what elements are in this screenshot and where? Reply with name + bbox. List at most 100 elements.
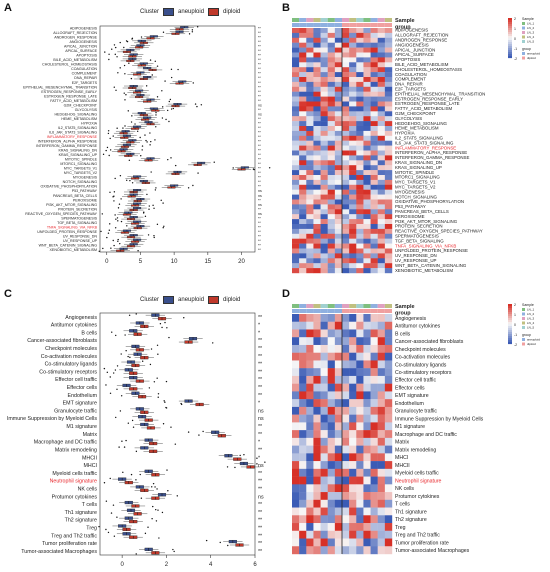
heatmap-cell (349, 170, 357, 176)
scale-label: 1 (514, 27, 516, 31)
heatmap-cell (334, 228, 343, 234)
heatmap-cell (370, 484, 378, 493)
heatmap-cell (349, 375, 357, 384)
diploid-outlier (150, 348, 153, 350)
heatmap-cell (306, 106, 314, 112)
heatmap-cell (370, 368, 378, 377)
diploid-outlier (174, 164, 177, 167)
group-annotation-cell (327, 309, 335, 313)
aneuploid-outlier (256, 463, 258, 465)
heatmap-cell (313, 57, 321, 63)
category-label: MHCII (82, 455, 97, 461)
category-label: Treg (86, 526, 97, 532)
heatmap-cell (306, 135, 314, 141)
heatmap-cell (334, 530, 343, 539)
scale-cell (508, 48, 512, 51)
heatmap-cell (370, 437, 378, 446)
aneuploid-outlier (125, 40, 128, 42)
heatmap-cell (320, 47, 328, 53)
heatmap-cell (299, 199, 307, 205)
heatmap-cell (306, 150, 314, 156)
heatmap-cell (334, 258, 343, 264)
heatmap-cell (356, 445, 364, 454)
scale-cell (508, 332, 512, 335)
heatmap-cell (320, 523, 328, 531)
heatmap-cell (299, 72, 307, 78)
heatmap-cell (384, 263, 393, 269)
heatmap-cell (292, 101, 300, 107)
heatmap-cell (306, 337, 314, 346)
heatmap-cell (377, 314, 386, 322)
heatmap-cell (384, 62, 393, 68)
heatmap-cell (334, 28, 343, 34)
heatmap-cell (363, 42, 371, 48)
significance-label: ** (258, 385, 262, 391)
aneuploid-outlier (170, 108, 173, 110)
heatmap-cell (356, 111, 364, 117)
significance-label: ** (258, 216, 261, 220)
heatmap-row-label: COAGULATION (395, 72, 427, 77)
heatmap-cell (370, 321, 378, 330)
heatmap-cell (370, 314, 378, 322)
aneuploid-outlier (141, 360, 144, 362)
heatmap-cell (349, 484, 357, 493)
aneuploid-outlier (154, 486, 156, 488)
heatmap-cell (334, 42, 343, 48)
heatmap-cell (377, 530, 386, 539)
heatmap-row-label: UV_RESPONSE_UP (395, 258, 437, 263)
heatmap-cell (306, 492, 314, 501)
heatmap-cell (349, 268, 357, 274)
heatmap-cell (306, 329, 314, 338)
sample-annotation-cell (306, 18, 314, 22)
heatmap-cell (299, 515, 307, 524)
heatmap-cell (320, 253, 328, 259)
significance-label: ** (258, 121, 261, 125)
heatmap-row-label: ESTROGEN_RESPONSE_EARLY (395, 96, 463, 101)
heatmap-cell (313, 238, 321, 244)
heatmap-cell (384, 155, 393, 161)
diploid-outlier (180, 403, 183, 406)
heatmap-cell (356, 101, 364, 107)
diploid-outlier (153, 381, 156, 383)
heatmap-cell (349, 263, 357, 269)
heatmap-cell (320, 62, 328, 68)
heatmap-cell (363, 57, 371, 63)
heatmap-cell (299, 375, 307, 384)
heatmap-cell (320, 437, 328, 446)
heatmap-cell (299, 101, 307, 107)
heatmap-cell (342, 96, 350, 102)
heatmap-cell (327, 91, 336, 97)
heatmap-cell (306, 214, 314, 220)
heatmap-cell (384, 52, 393, 58)
diploid-outlier (105, 528, 107, 531)
heatmap-cell (313, 430, 321, 439)
scale-cell (508, 306, 512, 309)
heatmap-cell (292, 204, 300, 210)
heatmap-cell (327, 121, 336, 127)
heatmap-cell (363, 546, 371, 555)
category-label: MYOGENESIS (73, 176, 98, 180)
heatmap-cell (384, 81, 393, 87)
heatmap-cell (363, 530, 371, 539)
heatmap-cell (327, 57, 336, 63)
aneuploid-outlier (232, 167, 234, 169)
heatmap-cell (377, 170, 386, 176)
heatmap-cell (327, 199, 336, 205)
heatmap-cell (327, 219, 336, 225)
heatmap-cell (306, 258, 314, 264)
heatmap-cell (363, 96, 371, 102)
aneuploid-outlier (109, 376, 111, 378)
heatmap-cell (334, 352, 343, 361)
category-label: Granulocyte traffic (54, 408, 97, 414)
heatmap-cell (320, 126, 328, 132)
heatmap-cell (342, 233, 350, 239)
heatmap-cell (313, 170, 321, 176)
heatmap-cell (384, 194, 393, 200)
heatmap-cell (363, 484, 371, 493)
significance-label: ** (258, 76, 261, 80)
aneuploid-outlier (145, 139, 147, 142)
heatmap-cell (320, 175, 328, 181)
significance-label: ** (258, 346, 262, 352)
heatmap-cell (313, 28, 321, 34)
heatmap-cell (306, 515, 314, 524)
